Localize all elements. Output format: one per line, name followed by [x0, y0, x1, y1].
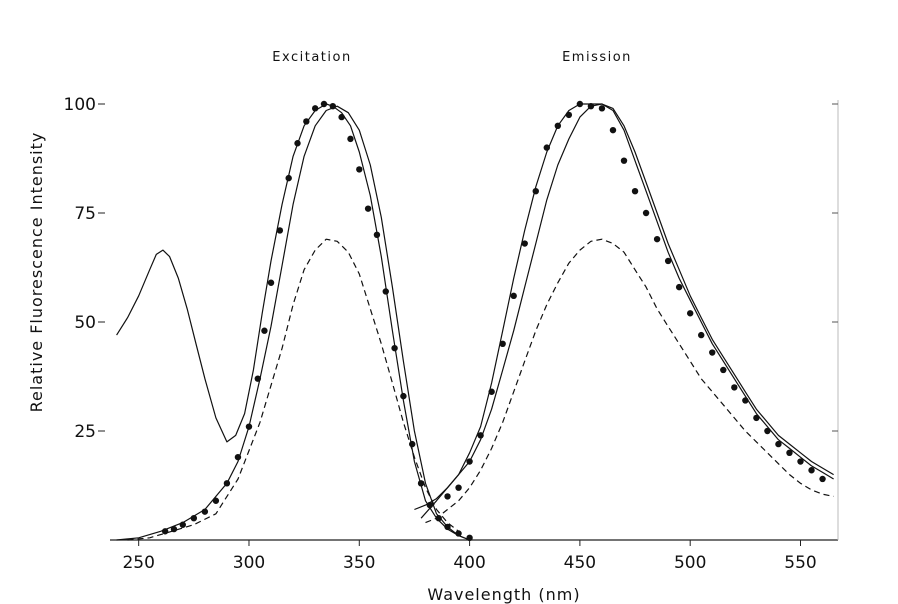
x-tick-label: 450 — [564, 553, 596, 573]
labels: 250 300 350 400 450 500 550 25 50 75 100 Wavelength… — [27, 50, 817, 604]
data-point — [234, 453, 242, 461]
data-point — [364, 205, 372, 212]
x-axis-title: Wavelength (nm) — [427, 585, 580, 604]
data-point — [303, 118, 310, 125]
emission-label: Emission — [562, 50, 632, 65]
data-point — [329, 102, 337, 110]
data-point — [653, 235, 661, 243]
dotted-series-2 — [161, 100, 473, 542]
data-point — [212, 497, 220, 504]
data-point — [356, 166, 363, 173]
axes — [98, 100, 839, 546]
data-point — [294, 140, 301, 147]
data-point — [764, 427, 771, 435]
data-point — [742, 397, 749, 404]
data-point — [276, 227, 284, 234]
data-point — [598, 105, 606, 112]
data-point — [391, 344, 398, 352]
data-point — [455, 530, 462, 537]
y-tick-label: 75 — [74, 204, 96, 224]
data-point — [686, 310, 694, 317]
data-point — [201, 508, 209, 515]
data-point — [444, 493, 451, 500]
data-point — [576, 100, 584, 108]
data-point — [285, 174, 292, 182]
data-point — [775, 440, 782, 448]
y-axis-title: Relative Fluorescence Intensity — [27, 132, 46, 413]
data-point — [455, 484, 462, 491]
series-layer — [116, 100, 834, 542]
solid-series-6 — [414, 103, 834, 511]
data-point — [675, 283, 683, 291]
data-point — [338, 113, 345, 121]
data-point — [435, 515, 442, 522]
data-point — [311, 105, 319, 112]
solid-series-0 — [116, 103, 470, 541]
data-point — [223, 480, 231, 487]
data-point — [731, 384, 738, 391]
data-point — [565, 111, 573, 119]
data-point — [161, 528, 169, 535]
data-point — [543, 144, 550, 151]
excitation-label: Excitation — [272, 50, 351, 65]
x-tick-label: 300 — [233, 553, 265, 573]
data-point — [320, 100, 328, 108]
data-point — [819, 475, 826, 483]
data-point — [709, 349, 716, 356]
data-point — [664, 257, 672, 265]
data-point — [521, 240, 528, 247]
data-point — [797, 458, 804, 465]
data-point — [786, 449, 793, 456]
data-point — [466, 534, 473, 542]
solid-series-4 — [420, 103, 834, 519]
x-tick-label: 400 — [453, 553, 485, 573]
x-tick-label: 350 — [343, 553, 375, 573]
data-point — [808, 467, 815, 474]
solid-series-1 — [116, 105, 470, 541]
x-tick-label: 500 — [674, 553, 706, 573]
dashed-series-3 — [127, 238, 459, 541]
data-point — [382, 288, 389, 295]
data-point — [488, 388, 495, 395]
x-tick-label: 250 — [122, 553, 154, 573]
data-point — [245, 423, 253, 430]
x-tick-label: 550 — [784, 553, 816, 573]
data-point — [642, 209, 650, 217]
data-point — [631, 188, 639, 195]
data-point — [620, 157, 628, 164]
dashed-series-7 — [425, 238, 834, 524]
y-tick-label: 100 — [64, 95, 96, 115]
data-point — [753, 414, 760, 422]
data-point — [499, 340, 506, 347]
data-point — [400, 392, 407, 400]
data-point — [267, 279, 275, 286]
data-point — [698, 331, 705, 339]
data-point — [190, 515, 198, 522]
data-point — [720, 366, 727, 374]
y-tick-label: 50 — [74, 313, 96, 333]
data-point — [261, 327, 268, 334]
data-point — [347, 135, 354, 143]
data-point — [373, 231, 381, 238]
data-point — [254, 375, 262, 382]
data-point — [554, 122, 562, 129]
y-tick-label: 25 — [74, 422, 96, 442]
data-point — [510, 292, 517, 300]
data-point — [532, 188, 539, 195]
data-point — [179, 521, 186, 528]
data-point — [444, 523, 451, 531]
data-point — [417, 480, 425, 487]
data-point — [609, 126, 617, 134]
